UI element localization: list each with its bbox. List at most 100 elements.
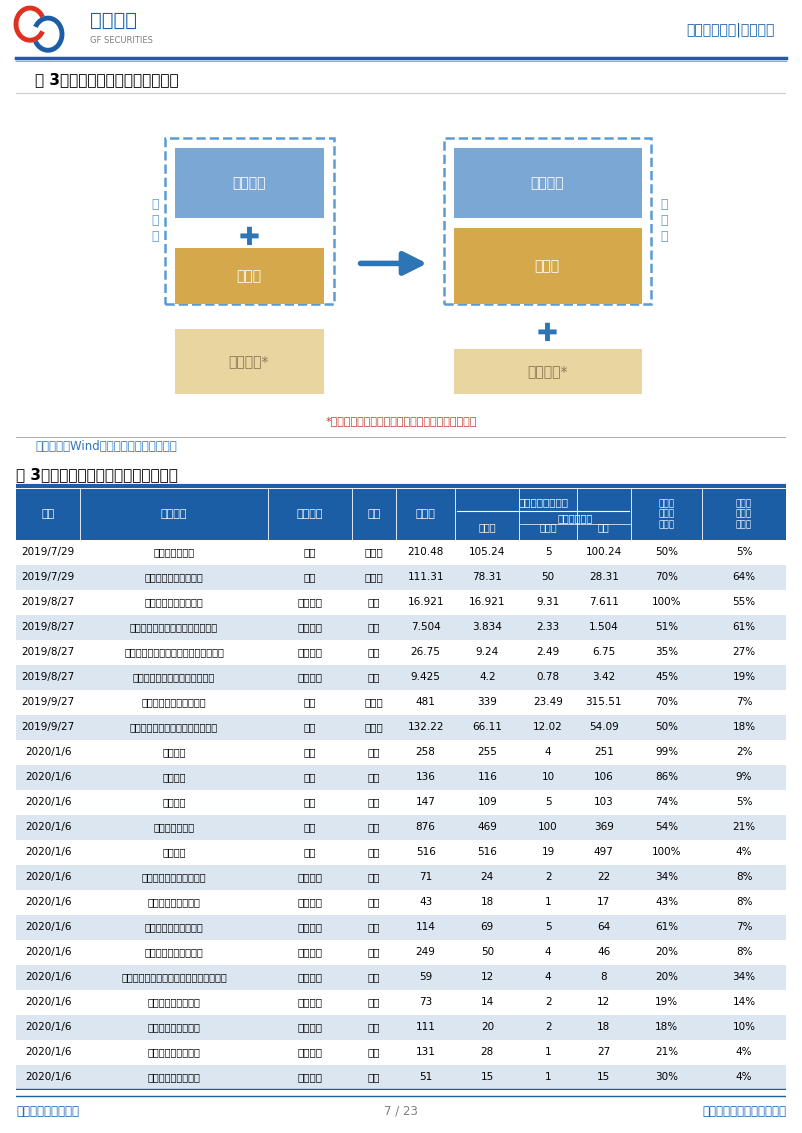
Text: 516: 516 (415, 847, 435, 858)
Text: 铁路: 铁路 (303, 572, 316, 582)
FancyBboxPatch shape (454, 229, 642, 304)
Text: 集宁至大同至原平铁路: 集宁至大同至原平铁路 (144, 572, 204, 582)
Text: 5: 5 (545, 798, 552, 808)
Text: 4: 4 (545, 972, 552, 982)
Text: 2: 2 (545, 1022, 552, 1032)
Text: 258: 258 (415, 748, 435, 757)
Text: 文山至麻栗坡高速公路: 文山至麻栗坡高速公路 (144, 922, 204, 932)
Text: 2020/1/6: 2020/1/6 (25, 847, 71, 858)
Text: 26.75: 26.75 (411, 647, 440, 657)
Text: 8%: 8% (735, 947, 752, 957)
Text: 71: 71 (419, 872, 432, 883)
Text: 54%: 54% (655, 823, 678, 833)
FancyBboxPatch shape (16, 488, 786, 539)
Text: 876: 876 (415, 823, 435, 833)
Text: 50%: 50% (655, 723, 678, 732)
Text: 铁路: 铁路 (303, 798, 316, 808)
Text: 铁路: 铁路 (303, 723, 316, 732)
Text: 2: 2 (545, 872, 552, 883)
Text: 111.31: 111.31 (407, 572, 444, 582)
Text: 116: 116 (477, 773, 497, 782)
Text: 20%: 20% (655, 972, 678, 982)
Text: 24: 24 (480, 872, 494, 883)
Text: 资本金
占总投
资比例: 资本金 占总投 资比例 (658, 500, 674, 529)
Text: 临翔至清水河高速公路: 临翔至清水河高速公路 (144, 947, 204, 957)
Text: 云南: 云南 (367, 773, 380, 782)
Text: 2.49: 2.49 (537, 647, 560, 657)
Text: 50: 50 (481, 947, 494, 957)
Text: 20: 20 (481, 1022, 494, 1032)
Text: 项目类型: 项目类型 (297, 509, 323, 519)
Text: 50%: 50% (655, 547, 678, 557)
Text: 8: 8 (601, 972, 607, 982)
Text: 资本金: 资本金 (479, 522, 496, 533)
Text: 2019/7/29: 2019/7/29 (22, 547, 75, 557)
Text: 改建集宁至通辽线电气化改造项目: 改建集宁至通辽线电气化改造项目 (130, 723, 218, 732)
Text: 4%: 4% (735, 847, 752, 858)
Text: 17: 17 (597, 897, 610, 908)
FancyBboxPatch shape (16, 965, 786, 990)
Text: 5%: 5% (735, 547, 752, 557)
Text: 249: 249 (415, 947, 435, 957)
Text: 497: 497 (594, 847, 614, 858)
Text: 4: 4 (545, 748, 552, 757)
Text: *其他融资主要包括金融机构贷款、银行借款等形式: *其他融资主要包括金融机构贷款、银行借款等形式 (326, 416, 476, 426)
Text: 山东: 山东 (367, 672, 380, 682)
Text: 43: 43 (419, 897, 432, 908)
Text: 收费公路: 收费公路 (298, 897, 322, 908)
Text: 7.611: 7.611 (589, 597, 619, 607)
Text: 46: 46 (597, 947, 610, 957)
Text: 74%: 74% (655, 798, 678, 808)
Text: 70%: 70% (655, 572, 678, 582)
Text: 100%: 100% (652, 847, 681, 858)
Text: 28: 28 (480, 1047, 494, 1057)
FancyBboxPatch shape (16, 740, 786, 765)
Text: 专项债: 专项债 (535, 259, 560, 273)
Text: 339: 339 (477, 697, 497, 707)
FancyBboxPatch shape (16, 615, 786, 640)
Text: 内蒙古: 内蒙古 (364, 572, 383, 582)
Text: 云县至临沧高速公路: 云县至临沧高速公路 (148, 1022, 200, 1032)
Text: ✚: ✚ (537, 322, 557, 346)
Text: 51%: 51% (655, 622, 678, 632)
FancyBboxPatch shape (16, 539, 786, 564)
Text: 2.33: 2.33 (537, 622, 560, 632)
Text: 收费公路: 收费公路 (298, 997, 322, 1007)
FancyBboxPatch shape (16, 889, 786, 914)
Text: 516: 516 (477, 847, 497, 858)
Text: 云南: 云南 (367, 1022, 380, 1032)
Text: 资本金
中专项
债比例: 资本金 中专项 债比例 (736, 500, 752, 529)
Text: 资
本
金: 资 本 金 (151, 198, 159, 242)
Text: 16.921: 16.921 (469, 597, 505, 607)
Text: 2020/1/6: 2020/1/6 (25, 947, 71, 957)
Text: 100.24: 100.24 (585, 547, 622, 557)
Text: 18: 18 (597, 1022, 610, 1032)
FancyBboxPatch shape (16, 1015, 786, 1040)
Text: 高铁配套: 高铁配套 (298, 622, 322, 632)
FancyBboxPatch shape (16, 640, 786, 665)
Text: 10%: 10% (732, 1022, 755, 1032)
FancyBboxPatch shape (16, 815, 786, 840)
Text: 55%: 55% (732, 597, 755, 607)
Text: 103: 103 (594, 798, 614, 808)
Text: 10: 10 (541, 773, 555, 782)
Text: 弥蒙铁路: 弥蒙铁路 (162, 773, 186, 782)
Text: 镇康（南伞）至耿马（清水河）高速公路: 镇康（南伞）至耿马（清水河）高速公路 (121, 972, 227, 982)
Text: 61%: 61% (732, 622, 755, 632)
Text: 2019/8/27: 2019/8/27 (22, 597, 75, 607)
Text: 15: 15 (597, 1073, 610, 1082)
Text: 鲁南高铁曲阜片区建设: 鲁南高铁曲阜片区建设 (144, 597, 204, 607)
Text: 云南: 云南 (367, 947, 380, 957)
Text: 收费公路: 收费公路 (298, 972, 322, 982)
Text: 99%: 99% (655, 748, 678, 757)
Text: 18%: 18% (655, 1022, 678, 1032)
Text: 7.504: 7.504 (411, 622, 440, 632)
FancyBboxPatch shape (454, 349, 642, 393)
Text: 表 3：专项债作为项目资本金项目统计: 表 3：专项债作为项目资本金项目统计 (16, 467, 178, 482)
FancyBboxPatch shape (444, 138, 651, 304)
Text: 呼和浩特新机场: 呼和浩特新机场 (153, 547, 195, 557)
Text: 收费公路: 收费公路 (298, 1073, 322, 1082)
Text: 其他融资*: 其他融资* (229, 355, 269, 368)
Text: 43%: 43% (655, 897, 678, 908)
Text: 2019/9/27: 2019/9/27 (22, 723, 75, 732)
